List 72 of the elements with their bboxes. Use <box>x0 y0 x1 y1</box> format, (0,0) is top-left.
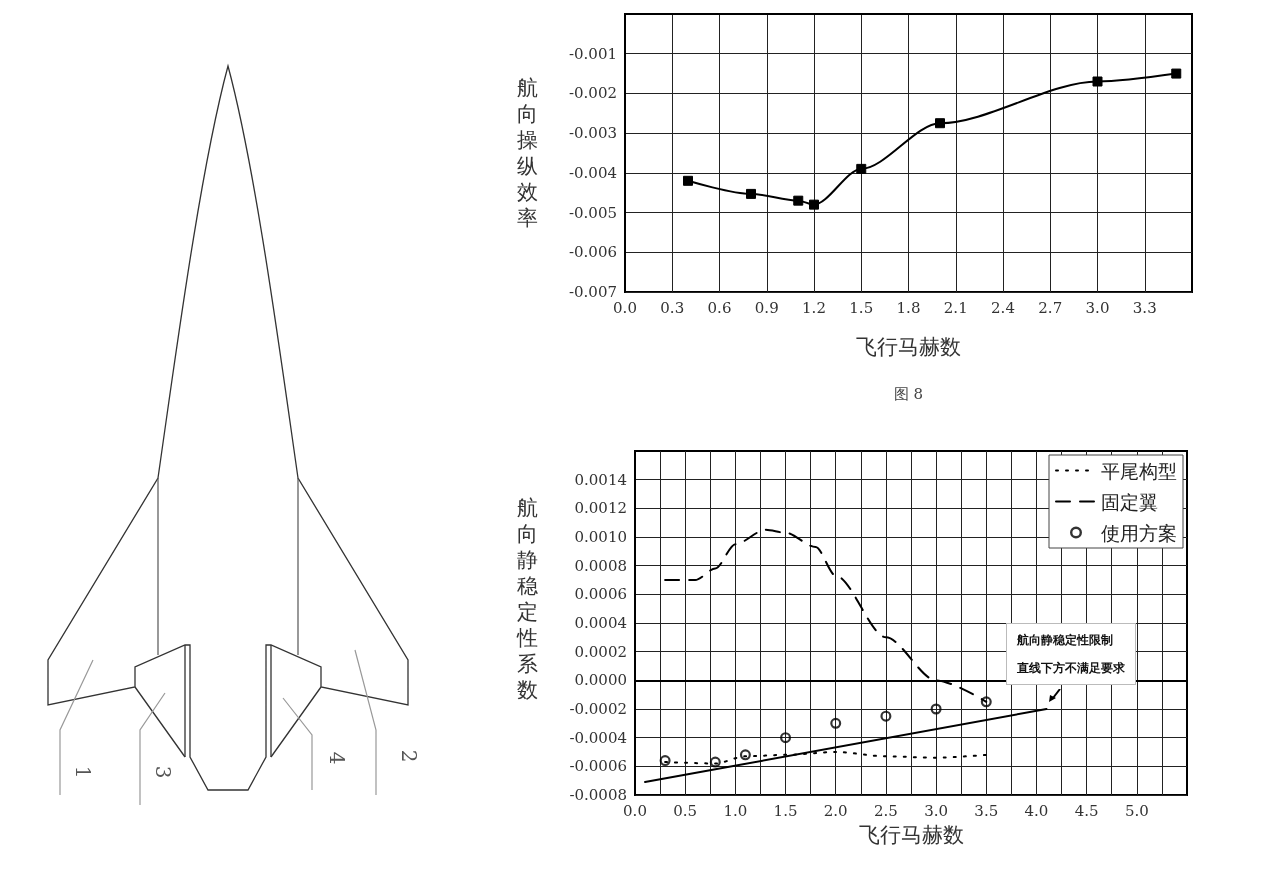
x-tick-label: 2.1 <box>943 298 968 317</box>
point <box>809 199 819 210</box>
x-tick-label: 2.4 <box>991 298 1015 317</box>
y-tick-label: -0.001 <box>568 44 617 63</box>
point <box>659 755 671 767</box>
x-tick-label: 2.5 <box>873 801 898 820</box>
y-axis-title: 航向操纵效率 <box>516 75 538 231</box>
x-tick-label: 1.5 <box>773 801 798 820</box>
point <box>746 188 756 199</box>
x-tick-label: 5.0 <box>1124 801 1149 820</box>
legend-label: 平尾构型 <box>1101 459 1177 482</box>
point <box>709 756 721 768</box>
text: 1 <box>71 765 95 779</box>
text: 3 <box>151 765 175 779</box>
y-tick-label: -0.004 <box>568 163 617 182</box>
x-tick-label: 3.3 <box>1132 298 1157 317</box>
callout-box: 航向静稳定性限制 直线下方不满足要求 <box>1006 623 1136 685</box>
x-tick-label: 0.9 <box>754 298 779 317</box>
x-tick-label: 1.8 <box>896 298 921 317</box>
x-tick-label: 3.5 <box>974 801 999 820</box>
y-tick-label: 0.0014 <box>574 470 627 489</box>
x-tick-label: 0.6 <box>707 298 732 317</box>
x-tick-label: 4.5 <box>1074 801 1099 820</box>
x-tick-label: 1.2 <box>802 298 826 317</box>
y-tick-label: 0.0000 <box>574 671 627 690</box>
y-tick-label: 0.0008 <box>574 556 627 575</box>
y-tick-label: 0.0006 <box>574 585 627 604</box>
y-tick-label: -0.007 <box>568 283 617 301</box>
annotation: 直线下方不满足要求 <box>1017 660 1125 677</box>
point <box>1092 76 1103 87</box>
legend-label: 固定翼 <box>1101 490 1158 513</box>
point <box>683 175 693 186</box>
x-tick-label: 2.0 <box>823 801 848 820</box>
y-axis-title: 航向静稳定性系数 <box>516 495 538 703</box>
x-axis-title: 飞行马赫数 <box>857 822 965 849</box>
point <box>1171 68 1182 79</box>
y-tick-label: -0.002 <box>568 84 617 103</box>
y-tick-label: 0.0002 <box>574 642 627 661</box>
text: 4 <box>325 751 349 765</box>
annotation: 航向静稳定性限制 <box>1017 632 1114 649</box>
legend-label: 使用方案 <box>1101 521 1177 544</box>
point <box>793 195 804 206</box>
x-tick-label: 3.0 <box>924 801 949 820</box>
x-tick-label: 2.7 <box>1038 298 1063 317</box>
caption: 图 8 <box>892 385 925 404</box>
x-axis-title: 飞行马赫数 <box>855 334 962 361</box>
point <box>780 732 792 744</box>
y-tick-label: -0.006 <box>568 243 617 262</box>
y-tick-label: -0.0008 <box>569 786 627 804</box>
y-tick-label: -0.0004 <box>569 728 627 747</box>
point <box>935 118 945 129</box>
point <box>856 163 867 174</box>
y-tick-label: -0.0002 <box>569 700 627 718</box>
x-tick-label: 1.5 <box>849 298 874 317</box>
x-tick-label: 4.0 <box>1024 801 1049 820</box>
y-tick-label: -0.0006 <box>569 757 627 776</box>
point <box>880 710 892 722</box>
x-tick-label: 0.0 <box>623 801 647 820</box>
point <box>739 749 751 761</box>
y-tick-label: -0.005 <box>568 203 617 222</box>
y-tick-label: 0.0010 <box>574 528 627 546</box>
text: 2 <box>397 749 421 763</box>
x-tick-label: 3.0 <box>1085 298 1110 317</box>
y-tick-label: 0.0004 <box>574 614 627 632</box>
y-tick-label: 0.0012 <box>574 499 627 518</box>
x-tick-label: 0.0 <box>613 298 637 317</box>
point <box>830 717 842 729</box>
point <box>980 696 992 708</box>
x-tick-label: 0.5 <box>673 801 698 820</box>
x-tick-label: 0.3 <box>660 298 685 317</box>
x-tick-label: 1.0 <box>723 801 748 820</box>
y-tick-label: -0.003 <box>568 124 617 143</box>
